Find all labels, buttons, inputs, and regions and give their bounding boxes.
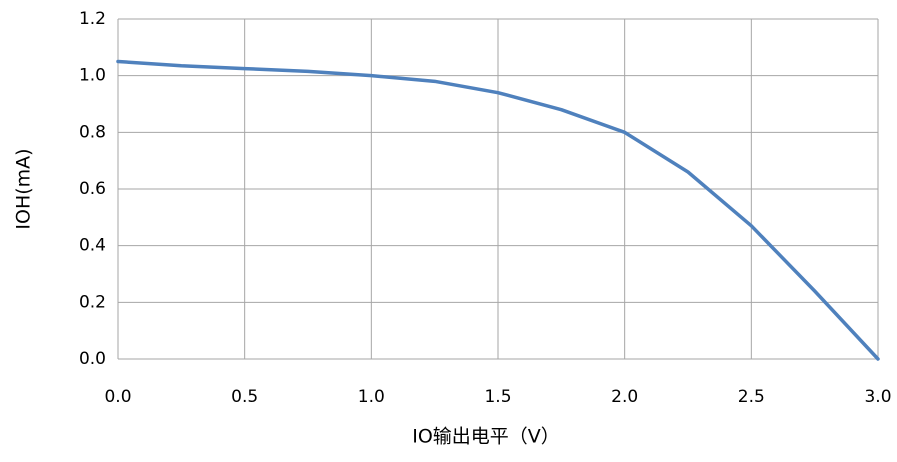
x-tick-label: 0.0 xyxy=(104,387,131,407)
y-tick-label: 1.0 xyxy=(79,66,106,86)
x-axis-label: IO输出电平（V） xyxy=(412,426,560,448)
y-tick-label: 0.8 xyxy=(79,122,106,142)
x-tick-label: 3.0 xyxy=(864,387,891,407)
y-tick-label: 0.2 xyxy=(79,292,106,312)
y-tick-label: 0.6 xyxy=(79,179,106,199)
x-tick-label: 2.0 xyxy=(611,387,638,407)
y-tick-label: 0.0 xyxy=(79,349,106,369)
y-axis-label: IOH(mA) xyxy=(13,148,35,229)
x-tick-label: 2.5 xyxy=(738,387,765,407)
y-tick-label: 1.2 xyxy=(79,9,106,29)
x-tick-label: 1.5 xyxy=(484,387,511,407)
x-tick-label: 1.0 xyxy=(358,387,385,407)
x-tick-label: 0.5 xyxy=(231,387,258,407)
data-line xyxy=(116,59,880,361)
y-tick-label: 0.4 xyxy=(79,236,106,256)
